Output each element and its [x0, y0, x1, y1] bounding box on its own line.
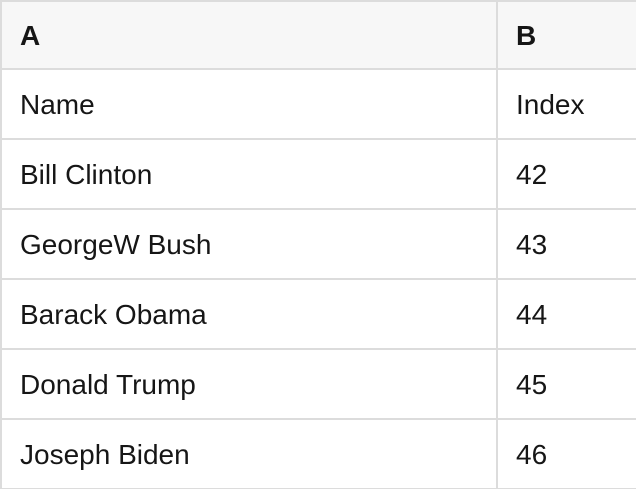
cell-a[interactable]: Donald Trump	[2, 350, 498, 418]
column-header-b[interactable]: B	[516, 20, 537, 51]
header-row: A B	[2, 2, 636, 70]
table-row: Name Index	[2, 70, 636, 140]
cell-b[interactable]: 43	[516, 229, 548, 260]
cell-b[interactable]: 42	[516, 159, 548, 190]
column-header-a[interactable]: A	[2, 2, 498, 68]
table-row: Joseph Biden 46	[2, 420, 636, 489]
table-body: Name Index Bill Clinton 42 GeorgeW Bush …	[2, 70, 636, 489]
cell-a[interactable]: GeorgeW Bush	[2, 210, 498, 278]
cell-a[interactable]: Bill Clinton	[2, 140, 498, 208]
cell-b[interactable]: 46	[516, 439, 548, 470]
cell-a[interactable]: Joseph Biden	[2, 420, 498, 488]
table-row: Barack Obama 44	[2, 280, 636, 350]
table-row: GeorgeW Bush 43	[2, 210, 636, 280]
cell-b[interactable]: Index	[516, 89, 585, 120]
cell-a[interactable]: Name	[2, 70, 498, 138]
cell-b[interactable]: 45	[516, 369, 548, 400]
cell-b[interactable]: 44	[516, 299, 548, 330]
table-row: Donald Trump 45	[2, 350, 636, 420]
table-row: Bill Clinton 42	[2, 140, 636, 210]
cell-a[interactable]: Barack Obama	[2, 280, 498, 348]
